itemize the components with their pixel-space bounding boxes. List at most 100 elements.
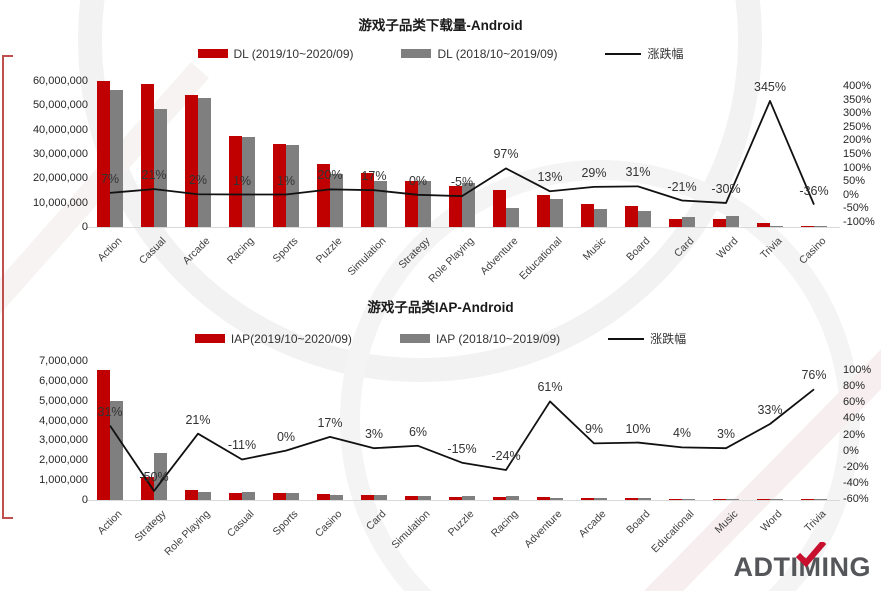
bar-previous-Card xyxy=(374,495,387,500)
bar-previous-Puzzle xyxy=(462,496,475,500)
secondary-axis-tick-label: -40% xyxy=(843,476,869,489)
legend-item-change-line: 涨跌幅 xyxy=(608,330,686,347)
change-label-Music: 3% xyxy=(716,427,736,442)
x-axis-baseline xyxy=(86,500,840,501)
change-label-Word: 33% xyxy=(757,403,783,418)
secondary-axis-tick-label: 250% xyxy=(843,120,872,133)
bar-previous-Adventure xyxy=(506,208,519,227)
bar-previous-Word xyxy=(770,499,783,500)
secondary-axis-tick-label: 400% xyxy=(843,80,872,92)
legend-item-iap-current: IAP(2019/10~2020/09) xyxy=(194,331,352,346)
y-axis-tick-label: 3,000,000 xyxy=(39,434,88,447)
bar-previous-Trivia xyxy=(814,499,827,500)
legend-label: DL (2019/10~2020/09) xyxy=(233,46,354,61)
bar-previous-Word xyxy=(726,216,739,227)
legend-label: 涨跌幅 xyxy=(647,47,684,61)
change-label-Simulation: 6% xyxy=(408,424,428,439)
legend-downloads: DL (2019/10~2020/09) DL (2018/10~2019/09… xyxy=(0,45,881,62)
legend-item-dl-previous: DL (2018/10~2019/09) xyxy=(401,47,557,61)
secondary-axis-tick-label: -20% xyxy=(843,460,869,473)
bar-current-Board xyxy=(625,498,638,500)
change-label-Role Playing: -5% xyxy=(450,175,474,190)
secondary-axis-tick-label: 100% xyxy=(843,161,872,174)
secondary-axis-tick-label: -60% xyxy=(843,493,869,505)
bar-previous-Arcade xyxy=(198,98,211,227)
bar-current-Casino xyxy=(317,494,330,500)
bar-current-Puzzle xyxy=(449,496,462,500)
bar-current-Word xyxy=(757,499,770,500)
bar-current-Arcade xyxy=(185,95,198,227)
secondary-axis-tick-label: -50% xyxy=(843,202,869,215)
legend-label: 涨跌幅 xyxy=(650,332,687,346)
y-axis-tick-label: 10,000,000 xyxy=(32,196,88,209)
bar-current-Card xyxy=(361,495,374,500)
bar-previous-Casual xyxy=(242,491,255,500)
bar-previous-Arcade xyxy=(594,497,607,500)
bar-previous-Educational xyxy=(550,198,563,227)
bar-current-Educational xyxy=(537,194,550,227)
left-red-bracket xyxy=(2,55,13,519)
legend-item-iap-previous: IAP (2018/10~2019/09) xyxy=(399,331,561,346)
secondary-axis-tick-label: 200% xyxy=(843,134,872,147)
secondary-axis-tick-label: -100% xyxy=(843,216,875,228)
bar-previous-Simulation xyxy=(374,181,387,227)
legend-swatch-gray xyxy=(399,334,430,343)
change-label-Sports: 0% xyxy=(276,429,296,444)
change-label-Action: 31% xyxy=(97,404,123,419)
secondary-axis-tick-label: 80% xyxy=(843,380,866,393)
legend-line-swatch xyxy=(605,52,642,55)
change-label-Board: 31% xyxy=(625,165,651,180)
bar-current-Strategy xyxy=(405,181,418,227)
change-label-Adventure: 61% xyxy=(537,380,563,395)
bar-current-Simulation xyxy=(405,495,418,500)
secondary-axis-tick-label: 60% xyxy=(843,396,866,409)
adtiming-logo: ADTI MING xyxy=(733,542,871,583)
bar-previous-Action xyxy=(110,90,123,227)
secondary-axis-tick-label: 40% xyxy=(843,412,866,425)
bar-current-Casino xyxy=(801,226,814,227)
secondary-axis-tick-label: 100% xyxy=(843,364,872,376)
bar-current-Educational xyxy=(669,498,682,500)
bar-previous-Racing xyxy=(506,495,519,500)
change-label-Word: -30% xyxy=(711,181,741,196)
bar-current-Music xyxy=(713,498,726,500)
legend-iap: IAP(2019/10~2020/09) IAP (2018/10~2019/0… xyxy=(0,330,881,347)
x-axis-baseline xyxy=(86,227,840,228)
change-label-Role Playing: 21% xyxy=(185,412,211,427)
change-label-Trivia: 76% xyxy=(801,368,827,383)
bar-previous-Card xyxy=(682,217,695,227)
legend-swatch-gray xyxy=(401,49,432,58)
bar-current-Board xyxy=(625,205,638,227)
bar-current-Trivia xyxy=(757,223,770,227)
y-axis-tick-label: 6,000,000 xyxy=(39,374,88,387)
y-axis-tick-label: 0 xyxy=(81,494,88,506)
change-label-Trivia: 345% xyxy=(754,79,786,94)
legend-label: IAP(2019/10~2020/09) xyxy=(230,331,352,346)
bar-current-Trivia xyxy=(801,499,814,500)
y-axis-tick-label: 40,000,000 xyxy=(32,123,88,136)
bar-current-Music xyxy=(581,204,594,227)
change-label-Adventure: 97% xyxy=(493,147,519,162)
y-axis-tick-label: 2,000,000 xyxy=(39,454,88,467)
secondary-axis-tick-label: 350% xyxy=(843,93,872,106)
y-axis-tick-label: 0 xyxy=(81,221,88,233)
y-axis-tick-label: 60,000,000 xyxy=(32,75,88,87)
secondary-axis-tick-label: 20% xyxy=(843,428,866,441)
y-axis-tick-label: 30,000,000 xyxy=(32,148,88,160)
bar-current-Adventure xyxy=(537,496,550,500)
bar-current-Adventure xyxy=(493,189,506,227)
bar-previous-Music xyxy=(594,209,607,227)
legend-label: IAP (2018/10~2019/09) xyxy=(435,331,561,346)
y-axis-tick-label: 7,000,000 xyxy=(39,355,88,367)
bar-current-Action xyxy=(97,369,110,500)
secondary-axis-tick-label: 0% xyxy=(843,188,859,201)
y-axis-tick-label: 5,000,000 xyxy=(39,394,88,407)
secondary-axis-tick-label: 150% xyxy=(843,148,872,160)
bar-previous-Board xyxy=(638,498,651,500)
bar-current-Action xyxy=(97,80,110,227)
secondary-axis-tick-label: 300% xyxy=(843,107,872,120)
y-axis-tick-label: 50,000,000 xyxy=(32,99,88,112)
bar-current-Card xyxy=(669,219,682,227)
change-label-Casino: -36% xyxy=(799,183,829,198)
